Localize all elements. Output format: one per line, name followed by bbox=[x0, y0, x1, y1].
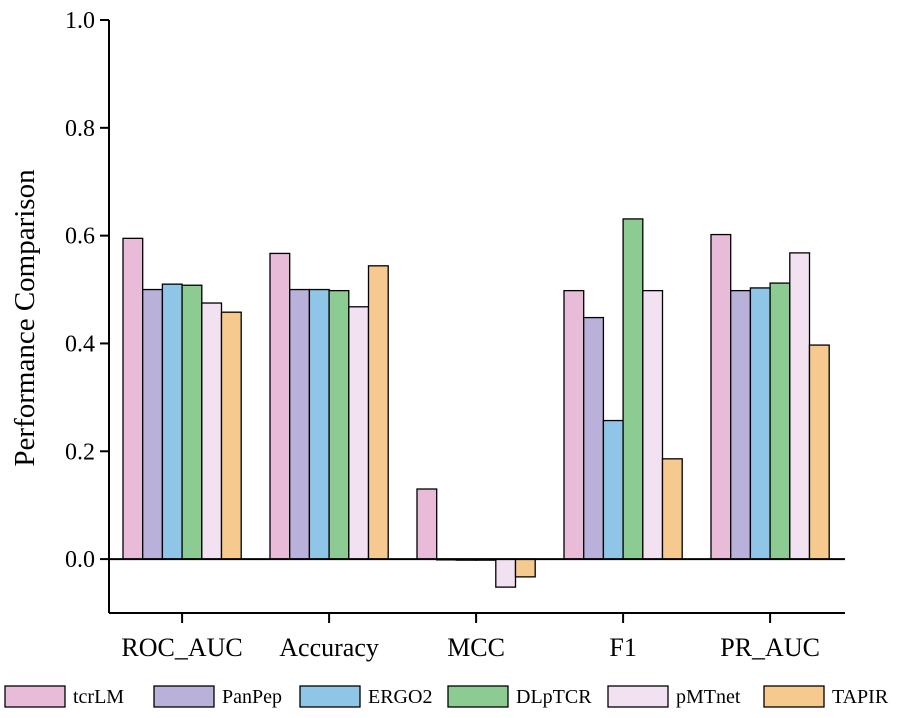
x-category-label: MCC bbox=[447, 633, 505, 662]
bar-pMTnet-PR_AUC bbox=[789, 252, 811, 560]
bar-tcrLM-PR_AUC bbox=[710, 233, 732, 560]
y-tick-label: 1.0 bbox=[65, 8, 95, 34]
legend-label-DLpTCR: DLpTCR bbox=[516, 686, 592, 708]
y-tick-label: 0.2 bbox=[65, 439, 95, 465]
bar-ERGO2-F1 bbox=[602, 419, 624, 560]
bar-ERGO2-ROC_AUC bbox=[161, 283, 183, 560]
legend-label-ERGO2: ERGO2 bbox=[368, 686, 432, 708]
bar-TAPIR-ROC_AUC bbox=[220, 311, 242, 560]
bar-PanPep-Accuracy bbox=[289, 288, 311, 560]
y-tick-label: 0.6 bbox=[65, 224, 95, 250]
legend-swatch-DLpTCR bbox=[447, 685, 509, 708]
y-axis-label: Performance Comparison bbox=[9, 169, 41, 467]
x-category-label: Accuracy bbox=[279, 633, 379, 662]
bar-ERGO2-PR_AUC bbox=[749, 287, 771, 560]
x-category-label: ROC_AUC bbox=[121, 633, 242, 662]
legend-label-TAPIR: TAPIR bbox=[832, 686, 889, 708]
y-tick-label: 0.4 bbox=[65, 331, 95, 357]
bar-DLpTCR-PR_AUC bbox=[769, 282, 791, 560]
bar-DLpTCR-Accuracy bbox=[328, 289, 350, 560]
bar-TAPIR-F1 bbox=[661, 458, 683, 560]
bar-TAPIR-PR_AUC bbox=[808, 344, 830, 560]
legend-swatch-TAPIR bbox=[763, 685, 825, 708]
legend-swatch-PanPep bbox=[153, 685, 215, 708]
bar-pMTnet-ROC_AUC bbox=[201, 302, 223, 560]
legend-swatch-ERGO2 bbox=[299, 685, 361, 708]
x-category-label: PR_AUC bbox=[720, 633, 820, 662]
legend-label-pMTnet: pMTnet bbox=[676, 686, 741, 708]
bar-tcrLM-MCC bbox=[416, 488, 438, 560]
bar-tcrLM-ROC_AUC bbox=[122, 237, 144, 560]
bar-pMTnet-F1 bbox=[642, 289, 664, 560]
bars-layer bbox=[122, 218, 830, 588]
bar-pMTnet-MCC bbox=[495, 558, 517, 588]
bar-PanPep-F1 bbox=[583, 316, 605, 560]
bar-PanPep-ROC_AUC bbox=[142, 288, 164, 560]
y-tick-label: 0.8 bbox=[65, 116, 95, 142]
bar-pMTnet-Accuracy bbox=[348, 306, 370, 560]
bar-TAPIR-Accuracy bbox=[367, 265, 389, 560]
bar-tcrLM-Accuracy bbox=[269, 252, 291, 560]
bar-DLpTCR-F1 bbox=[622, 218, 644, 560]
y-tick-label: 0.0 bbox=[65, 547, 95, 573]
x-category-label: F1 bbox=[609, 633, 636, 662]
legend-swatch-pMTnet bbox=[607, 685, 669, 708]
bar-tcrLM-F1 bbox=[563, 289, 585, 560]
bar-TAPIR-MCC bbox=[514, 558, 536, 578]
y-ticks: 0.0 0.2 0.4 0.6 0.8 1.0 bbox=[65, 8, 109, 573]
bar-ERGO2-Accuracy bbox=[308, 288, 330, 560]
x-categories: ROC_AUC Accuracy MCC F1 PR_AUC bbox=[121, 613, 820, 662]
bar-PanPep-PR_AUC bbox=[730, 289, 752, 560]
legend-label-PanPep: PanPep bbox=[222, 686, 282, 708]
legend-swatch-tcrLM bbox=[4, 685, 66, 708]
legend-label-tcrLM: tcrLM bbox=[73, 686, 124, 708]
bar-DLpTCR-ROC_AUC bbox=[181, 284, 203, 560]
legend: tcrLM PanPep ERGO2 DLpTCR pMTnet TAPIR bbox=[4, 685, 889, 708]
